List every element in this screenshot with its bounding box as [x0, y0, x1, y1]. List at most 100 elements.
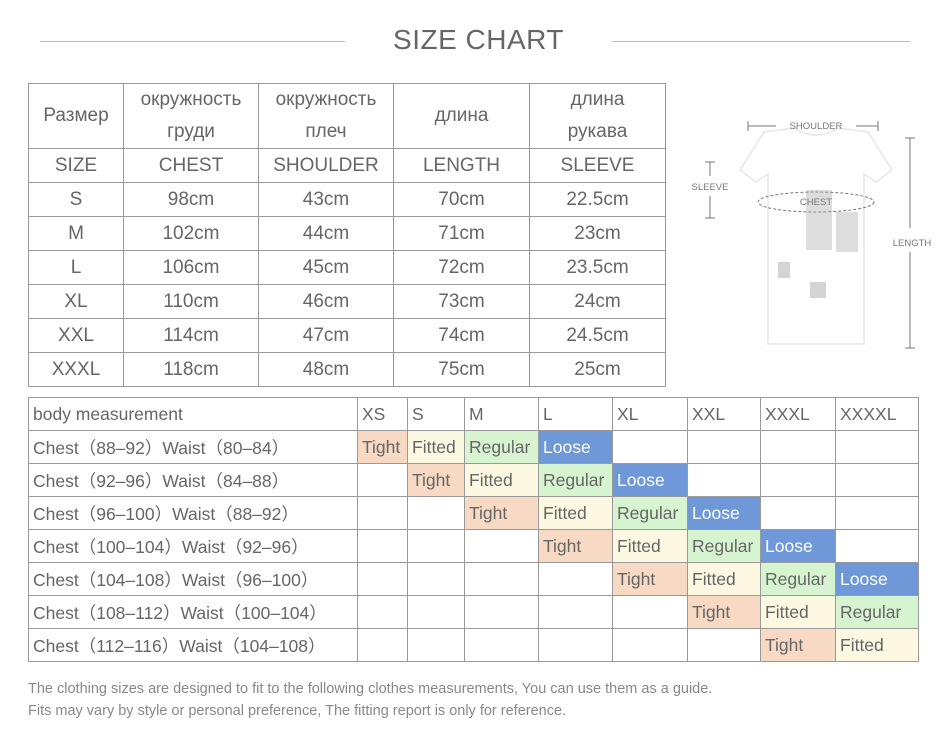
note: Fits may vary by style or personal prefe… — [28, 703, 567, 719]
empty-cell — [687, 463, 761, 497]
empty-cell — [464, 628, 539, 662]
empty-cell — [407, 595, 465, 629]
size-cell: 47cm — [258, 318, 394, 353]
size-cell: XXL — [28, 318, 124, 353]
size-row: XL 110cm 46cm 73cm 24cm — [28, 284, 666, 319]
size-cell: 46cm — [258, 284, 394, 319]
empty-cell — [407, 628, 465, 662]
empty-cell — [407, 529, 465, 563]
fit-row: Chest（100–104）Waist（92–96） Tight Fitted Reg… — [28, 529, 919, 563]
header-row: SIZE CHEST SHOULDER LENGTH SLEEVE — [28, 148, 666, 183]
header-row: body measurement XS S M L XL XXL XXXL XXXXL — [28, 397, 919, 431]
fit-row: Chest（108–112）Waist（100–104） Tight Fitted R… — [28, 595, 919, 629]
header-cell: LENGTH — [393, 148, 530, 183]
fit-cell: Fitted — [538, 496, 613, 530]
header-row: Размер окружность груди окружность плеч дли… — [28, 83, 666, 149]
size-cell: 75cm — [393, 352, 530, 387]
fit-cell: Tight — [407, 463, 465, 497]
fit-cell: Regular — [612, 496, 688, 530]
header-cell: окружность плеч — [258, 83, 394, 149]
fit-cell: Tight — [760, 628, 836, 662]
header-cell: CHEST — [123, 148, 259, 183]
empty-cell — [835, 430, 919, 464]
length-label: LENGTH — [893, 238, 932, 249]
size-row: S 98cm 43cm 70cm 22.5cm — [28, 182, 666, 217]
row-label: Chest（96–100）Waist（88–92） — [28, 496, 358, 530]
empty-cell — [357, 496, 408, 530]
fit-cell: Tight — [612, 562, 688, 596]
header-text: длина рукава — [567, 89, 628, 142]
header-cell: S — [407, 397, 465, 431]
header-text: окружность груди — [140, 89, 242, 142]
tshirt-outline — [738, 127, 894, 345]
size-cell: 118cm — [123, 352, 259, 387]
row-label: Chest（112–116）Waist（104–108） — [28, 628, 358, 662]
sleeve-label: SLEEVE — [692, 182, 729, 193]
header-cell: окружность груди — [123, 83, 259, 149]
size-cell: 72cm — [393, 250, 530, 285]
title-rule — [40, 41, 345, 42]
empty-cell — [357, 529, 408, 563]
row-label: Chest（100–104）Waist（92–96） — [28, 529, 358, 563]
fit-cell: Tight — [464, 496, 539, 530]
fit-cell: Loose — [835, 562, 919, 596]
row-label: Chest（108–112）Waist（100–104） — [28, 595, 358, 629]
empty-cell — [835, 496, 919, 530]
size-cell: 106cm — [123, 250, 259, 285]
header-cell: XXXXL — [835, 397, 919, 431]
fit-cell: Loose — [538, 430, 613, 464]
empty-cell — [538, 628, 613, 662]
fit-cell: Regular — [687, 529, 761, 563]
title-rule — [612, 41, 910, 42]
fit-cell: Tight — [357, 430, 408, 464]
size-cell: L — [28, 250, 124, 285]
empty-cell — [357, 628, 408, 662]
header-cell: M — [464, 397, 539, 431]
empty-cell — [760, 430, 836, 464]
empty-cell — [760, 496, 836, 530]
size-cell: 45cm — [258, 250, 394, 285]
fit-cell: Fitted — [407, 430, 465, 464]
header-cell: body measurement — [28, 397, 358, 431]
size-cell: 114cm — [123, 318, 259, 353]
size-cell: 24.5cm — [529, 318, 666, 353]
size-cell: 70cm — [393, 182, 530, 217]
empty-cell — [357, 463, 408, 497]
tshirt-diagram: SHOULDER SLEEVE CHEST LENGTH — [692, 121, 932, 349]
title: SIZE CHART — [393, 24, 564, 55]
size-cell: 98cm — [123, 182, 259, 217]
header-cell: Размер — [28, 83, 124, 149]
empty-cell — [538, 595, 613, 629]
size-cell: 102cm — [123, 216, 259, 251]
fit-cell: Fitted — [612, 529, 688, 563]
header-cell: длина рукава — [529, 83, 666, 149]
empty-cell — [612, 628, 688, 662]
empty-cell — [538, 562, 613, 596]
size-cell: 43cm — [258, 182, 394, 217]
size-row: XXXL 118cm 48cm 75cm 25cm — [28, 352, 666, 387]
size-cell: S — [28, 182, 124, 217]
empty-cell — [835, 529, 919, 563]
fit-row: Chest（92–96）Waist（84–88） Tight Fitted Regul… — [28, 463, 919, 497]
empty-cell — [407, 562, 465, 596]
empty-cell — [612, 595, 688, 629]
empty-cell — [464, 562, 539, 596]
size-row: XXL 114cm 47cm 74cm 24.5cm — [28, 318, 666, 353]
size-table: Размер окружность груди окружность плеч дли… — [28, 83, 666, 387]
fit-cell: Loose — [760, 529, 836, 563]
fit-row: Chest（104–108）Waist（96–100） Tight Fitted Re… — [28, 562, 919, 596]
size-cell: 74cm — [393, 318, 530, 353]
empty-cell — [687, 430, 761, 464]
size-cell: 48cm — [258, 352, 394, 387]
row-label: Chest（88–92）Waist（80–84） — [28, 430, 358, 464]
chest-label: CHEST — [800, 197, 832, 208]
header-cell: XS — [357, 397, 408, 431]
header-cell: SHOULDER — [258, 148, 394, 183]
fit-cell: Fitted — [760, 595, 836, 629]
size-cell: M — [28, 216, 124, 251]
header-cell: длина — [393, 83, 530, 149]
size-cell: 44cm — [258, 216, 394, 251]
header-cell: SIZE — [28, 148, 124, 183]
header-cell: XXXL — [760, 397, 836, 431]
